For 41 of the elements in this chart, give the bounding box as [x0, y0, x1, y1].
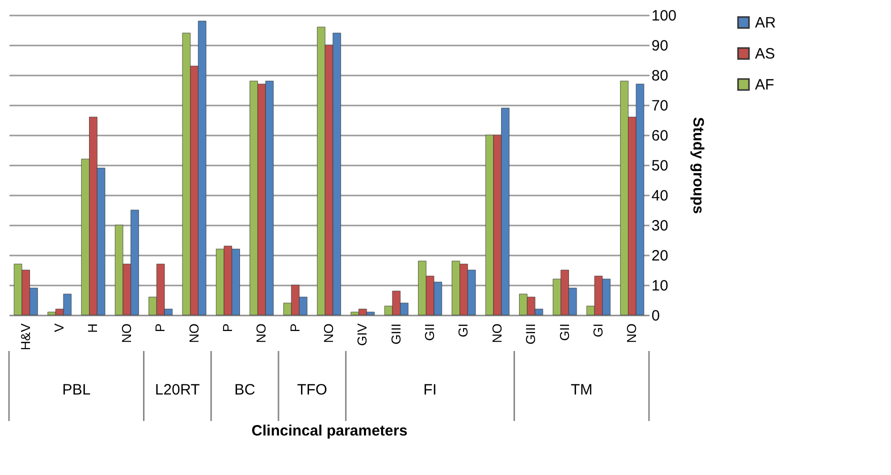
- x-tick-label: P: [152, 324, 168, 332]
- x-tick-label: V: [52, 323, 67, 332]
- y-tick-label: 100: [652, 8, 677, 24]
- y-tick-label: 30: [652, 218, 668, 234]
- x-tick-label: GI: [456, 324, 471, 338]
- y-tick-label: 70: [652, 98, 668, 114]
- text: L20RT: [155, 382, 200, 398]
- x-tick-label: NO: [254, 324, 269, 343]
- x-tick-label: H&V: [18, 323, 33, 350]
- x-tick-label: GI: [590, 324, 606, 338]
- x-tick-label: P: [287, 324, 302, 332]
- x-tick-label: GII: [422, 324, 438, 341]
- legend-label: AF: [755, 76, 774, 94]
- text: TFO: [297, 382, 328, 398]
- x-tick-label: NO: [186, 324, 202, 343]
- text: TM: [570, 382, 592, 398]
- text: FI: [423, 382, 437, 398]
- text: BC: [234, 382, 256, 398]
- x-tick-label: NO: [624, 324, 640, 343]
- x-tick-label: NO: [321, 324, 336, 343]
- x-tick-label: GIII: [388, 324, 404, 344]
- x-tick-label: GII: [556, 324, 572, 341]
- y-tick-label: 10: [652, 278, 668, 294]
- x-tick-label: GIV: [354, 323, 370, 346]
- x-tick-label: H: [85, 324, 100, 333]
- y-tick-label: 20: [652, 248, 668, 264]
- x-axis-title: Clincincal parameters: [252, 422, 408, 440]
- legend-label: AR: [755, 14, 776, 32]
- x-tick-label: NO: [489, 324, 504, 343]
- legend-label: AS: [755, 46, 776, 62]
- x-tick-label: NO: [118, 324, 134, 343]
- text: PBL: [62, 382, 91, 398]
- x-tick-label: GIII: [523, 324, 538, 344]
- x-tick-label: P: [220, 324, 235, 332]
- y-tick-label: 80: [652, 68, 668, 84]
- y-tick-label: 90: [652, 38, 668, 54]
- y-tick-label: 40: [652, 188, 668, 204]
- y-tick-label: 0: [652, 308, 660, 324]
- y-tick-label: 60: [652, 128, 668, 144]
- y-axis-title: Study groups: [690, 117, 707, 214]
- y-tick-label: 50: [652, 158, 668, 174]
